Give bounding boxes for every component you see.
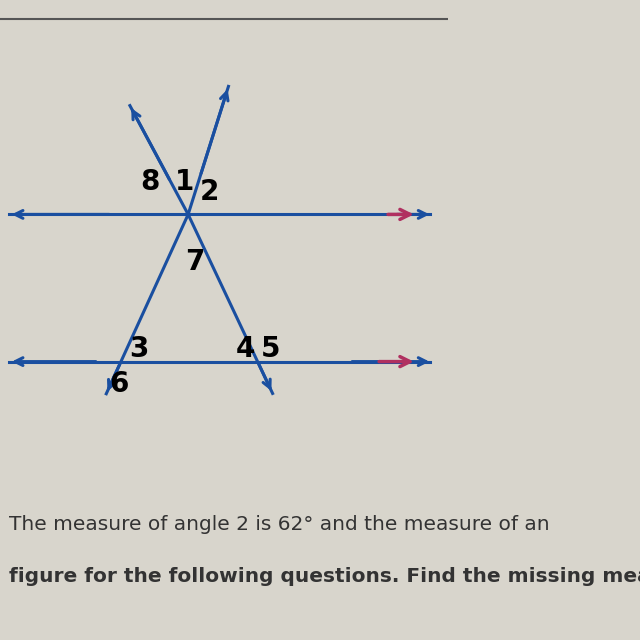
Text: 5: 5 <box>261 335 281 363</box>
Text: 4: 4 <box>236 335 255 363</box>
Text: 2: 2 <box>200 178 220 206</box>
Text: 1: 1 <box>175 168 194 196</box>
Text: 8: 8 <box>140 168 160 196</box>
Text: figure for the following questions. Find the missing measur: figure for the following questions. Find… <box>9 566 640 586</box>
Text: 6: 6 <box>109 370 129 398</box>
Text: 3: 3 <box>129 335 148 363</box>
Text: 7: 7 <box>185 248 205 276</box>
Text: The measure of angle 2 is 62° and the measure of an: The measure of angle 2 is 62° and the me… <box>9 515 550 534</box>
